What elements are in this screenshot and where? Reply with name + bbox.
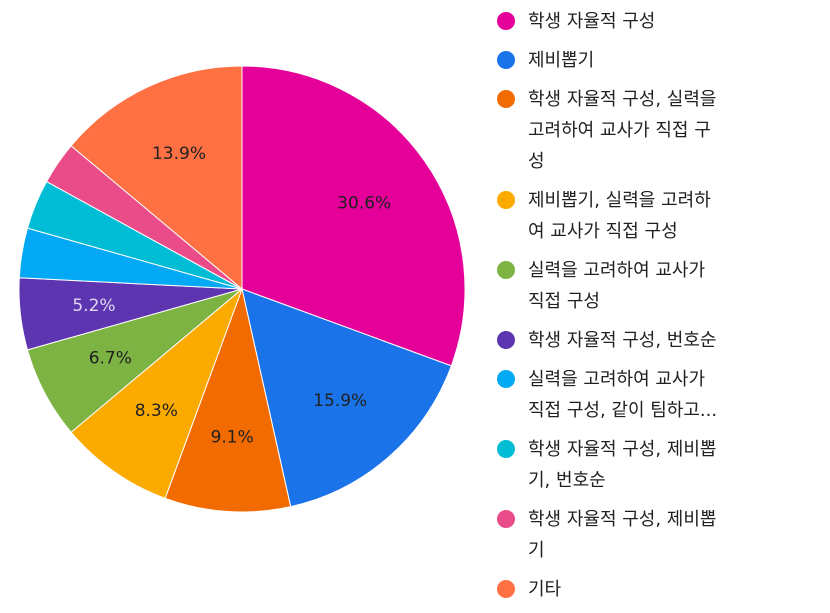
legend-label: 실력을 고려하여 교사가 직접 구성 [528,260,706,312]
legend-swatch [497,261,515,279]
legend-item-1[interactable]: 학생 자율적 구성 [497,6,827,37]
legend-swatch [497,191,515,209]
pie-slice-4[interactable] [70,287,244,499]
pie-slice-3[interactable] [164,287,292,513]
legend-label: 학생 자율적 구성, 실력을 고려하여 교사가 직접 구 성 [528,89,717,172]
pie-slices [18,65,466,513]
legend-item-7[interactable]: 실력을 고려하여 교사가 직접 구성, 같이 팀하고... [497,364,827,426]
pie-data-labels: 30.6% 15.9% 9.1% 8.3% 6.7% 5.2% 13.9% [72,144,391,448]
legend-item-3[interactable]: 학생 자율적 구성, 실력을 고려하여 교사가 직접 구 성 [497,84,827,177]
legend-item-2[interactable]: 제비뽑기 [497,45,827,76]
pie-data-label-5: 6.7% [89,349,132,369]
legend-swatch [497,370,515,388]
legend-swatch [497,12,515,30]
pie-chart: 30.6% 15.9% 9.1% 8.3% 6.7% 5.2% 13.9% [18,65,466,513]
pie-data-label-1: 30.6% [337,194,391,214]
legend-label: 학생 자율적 구성, 제비뽑 기 [528,509,717,561]
legend-item-6[interactable]: 학생 자율적 구성, 번호순 [497,325,827,356]
pie-data-label-6: 5.2% [72,296,115,316]
legend-label: 학생 자율적 구성, 번호순 [528,330,717,351]
legend-label: 제비뽑기 [528,50,595,71]
legend-label: 기타 [528,579,562,600]
pie-data-label-2: 15.9% [313,391,367,411]
legend-swatch [497,331,515,349]
legend-swatch [497,90,515,108]
legend-item-5[interactable]: 실력을 고려하여 교사가 직접 구성 [497,255,827,317]
legend-item-9[interactable]: 학생 자율적 구성, 제비뽑 기 [497,504,827,566]
pie-slice-10[interactable] [70,65,243,291]
pie-data-label-10: 13.9% [152,144,206,164]
pie-slice-1[interactable] [241,65,466,367]
legend-swatch [497,580,515,598]
pie-data-label-3: 9.1% [211,428,254,448]
legend-label: 학생 자율적 구성, 제비뽑 기, 번호순 [528,439,717,491]
legend-label: 실력을 고려하여 교사가 직접 구성, 같이 팀하고... [528,369,718,421]
legend-item-8[interactable]: 학생 자율적 구성, 제비뽑 기, 번호순 [497,434,827,496]
legend-label: 제비뽑기, 실력을 고려하 여 교사가 직접 구성 [528,190,711,242]
legend-swatch [497,440,515,458]
legend-item-4[interactable]: 제비뽑기, 실력을 고려하 여 교사가 직접 구성 [497,185,827,247]
pie-slice-2[interactable] [241,288,452,508]
legend-swatch [497,51,515,69]
legend-label: 학생 자율적 구성 [528,11,656,32]
pie-data-label-4: 8.3% [135,401,178,421]
legend-item-10[interactable]: 기타 [497,574,827,605]
legend-swatch [497,510,515,528]
